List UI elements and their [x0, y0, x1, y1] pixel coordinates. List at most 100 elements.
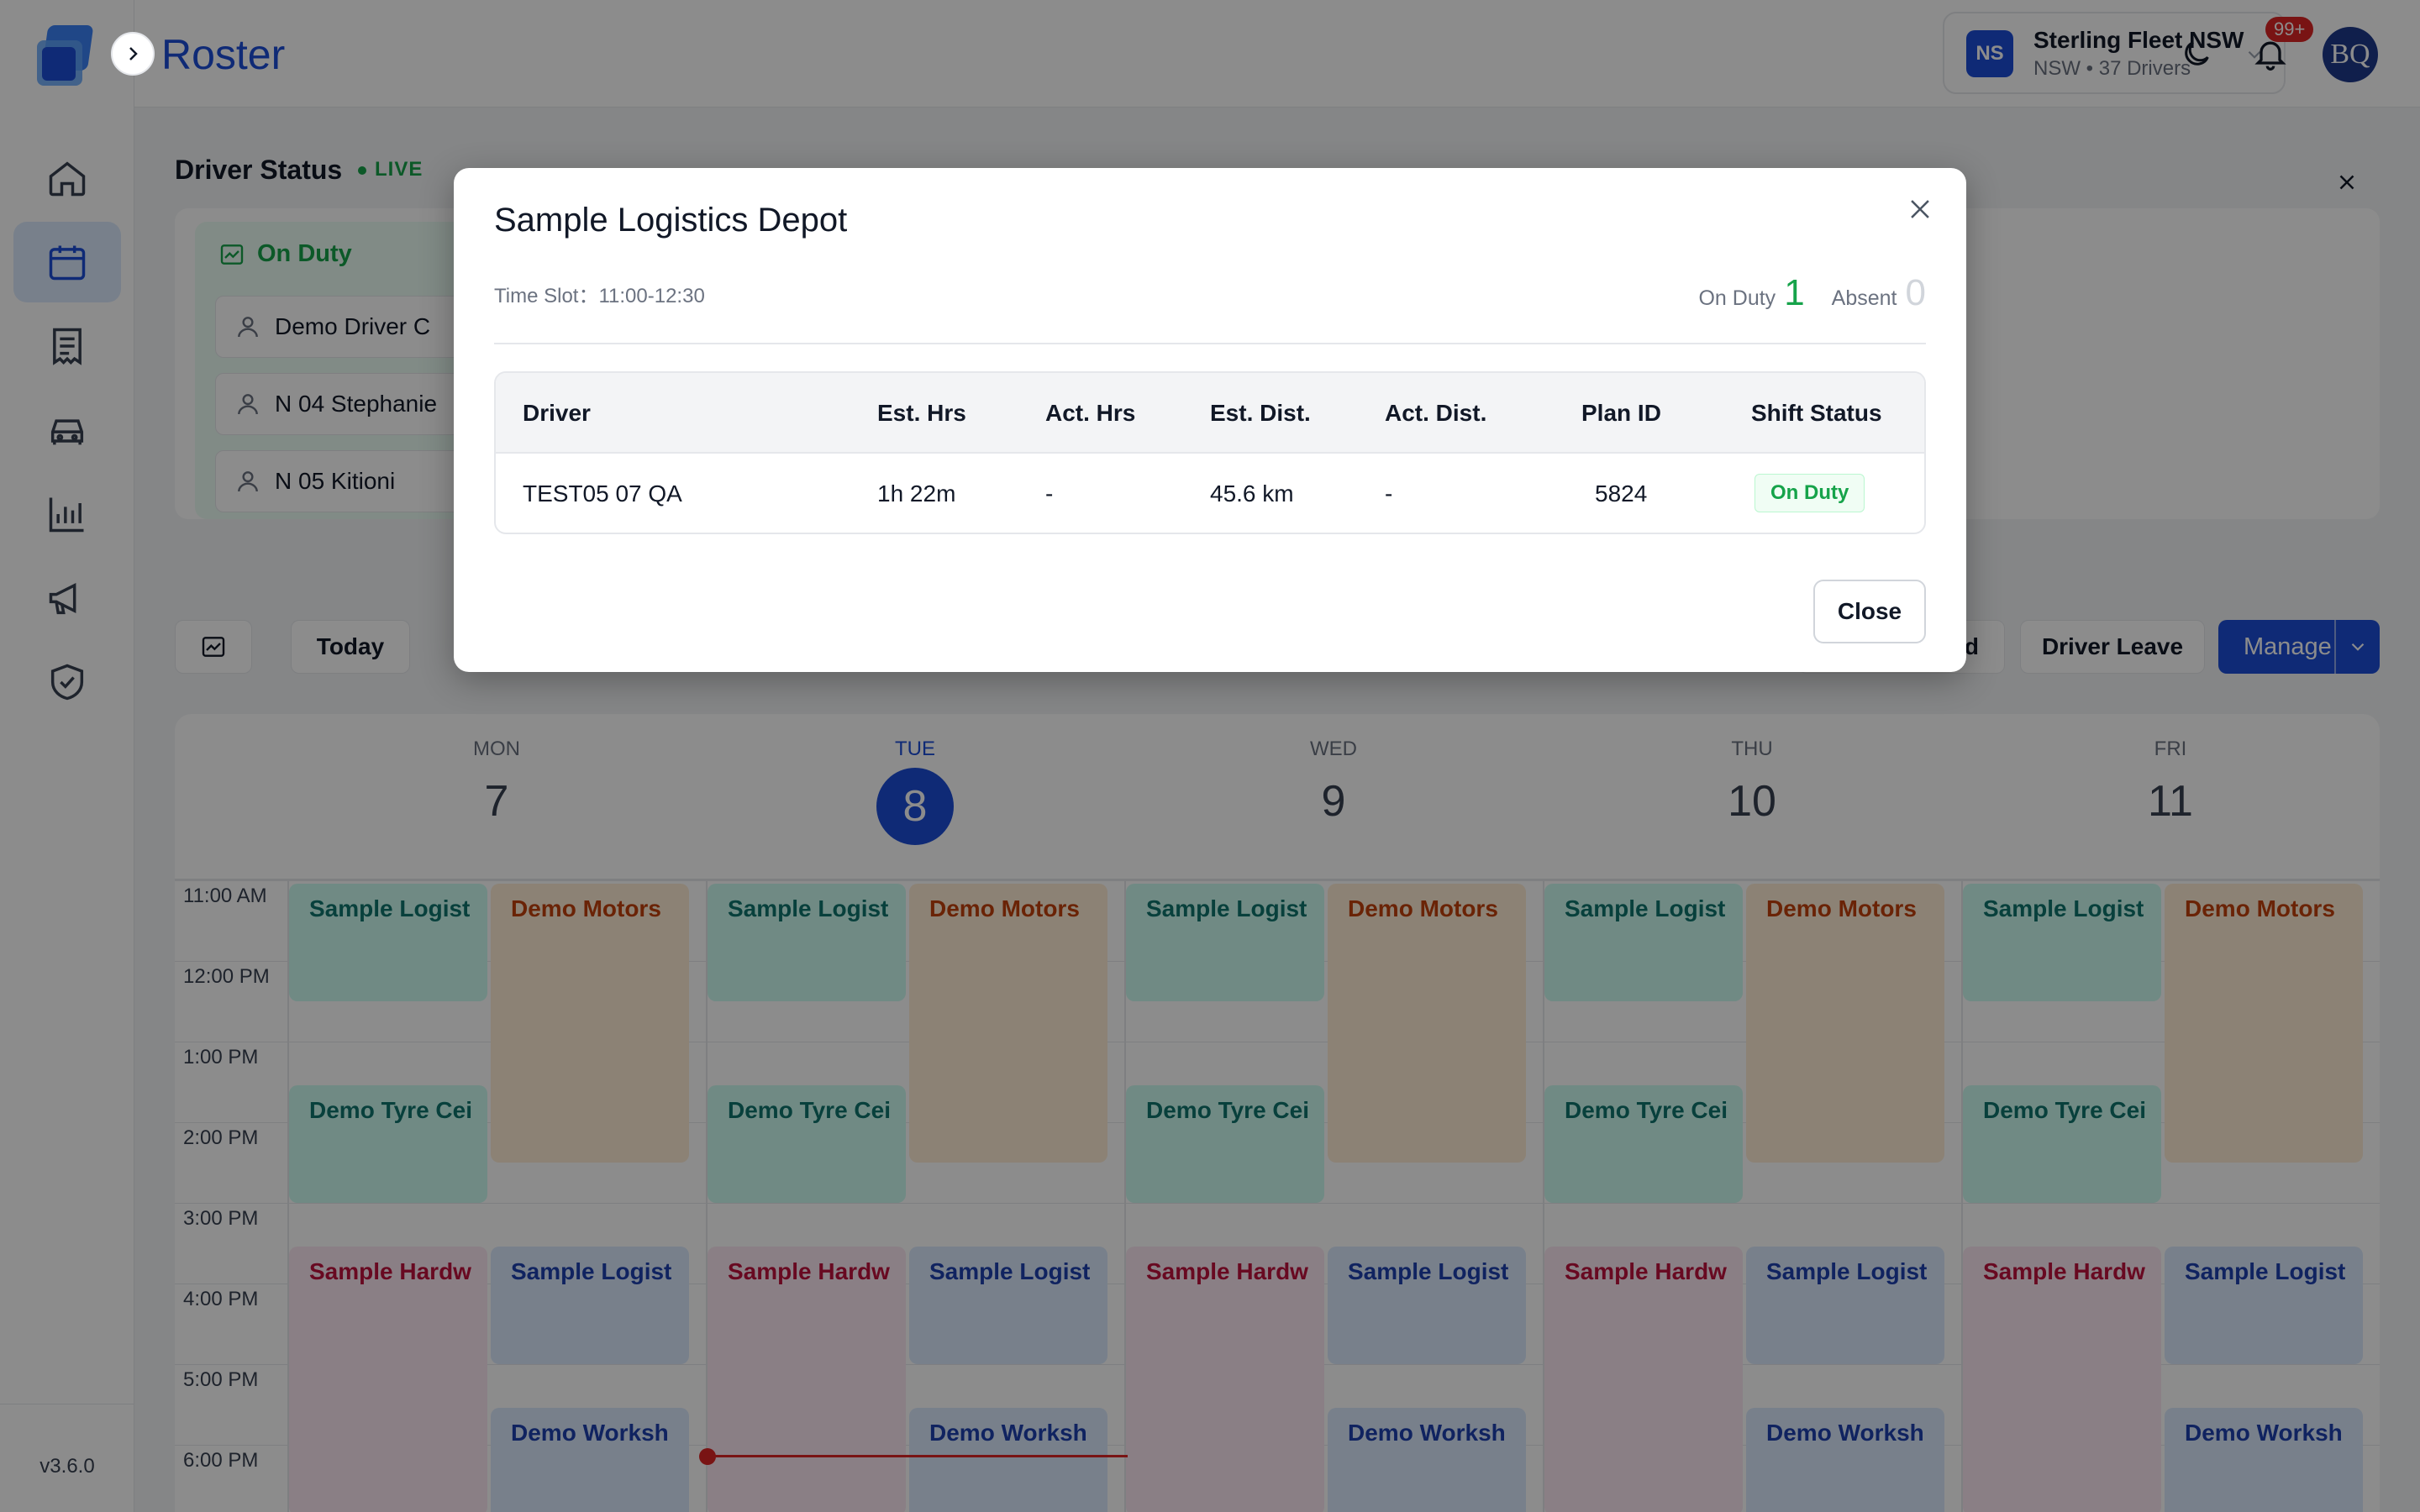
event-sample-hardware[interactable]: Sample Hardw: [708, 1247, 906, 1512]
driver-name: N 04 Stephanie: [275, 391, 438, 417]
column-header: Act. Hrs: [1045, 400, 1136, 426]
close-icon[interactable]: [1906, 195, 1934, 223]
moon-icon[interactable]: [2180, 37, 2213, 71]
status-badge: On Duty: [1754, 474, 1865, 512]
day-header-tue[interactable]: TUE 8: [706, 738, 1124, 845]
cell-est-hrs: 1h 22m: [877, 480, 956, 507]
hour-label: 12:00 PM: [183, 965, 270, 988]
hour-label: 6:00 PM: [183, 1449, 259, 1472]
event-demo-motors[interactable]: Demo Motors: [1746, 884, 1944, 1163]
day-name: THU: [1731, 738, 1773, 760]
on-duty-label: On Duty: [257, 240, 352, 267]
manage-button[interactable]: Manage: [2218, 620, 2380, 674]
event-sample-logistics[interactable]: Sample Logist: [491, 1247, 689, 1364]
document-icon: [53, 328, 82, 365]
event-demo-workshop[interactable]: Demo Worksh: [909, 1408, 1107, 1512]
event-sample-logistics[interactable]: Sample Logist: [1126, 884, 1324, 1001]
app-logo: [37, 25, 93, 86]
hour-row: 3:00 PM: [175, 1203, 2380, 1284]
manage-label: Manage: [2244, 633, 2332, 660]
close-icon[interactable]: [2334, 170, 2360, 195]
avatar[interactable]: BQ: [2323, 27, 2378, 82]
event-demo-motors[interactable]: Demo Motors: [2165, 884, 2363, 1163]
event-sample-logistics[interactable]: Sample Logist: [909, 1247, 1107, 1364]
event-sample-hardware[interactable]: Sample Hardw: [1544, 1247, 1743, 1512]
user-icon: [238, 394, 258, 415]
nav-home[interactable]: [13, 138, 121, 218]
nav-roster[interactable]: [13, 222, 121, 302]
event-sample-logistics[interactable]: Sample Logist: [289, 884, 487, 1001]
driver-table: Driver Est. Hrs Act. Hrs Est. Dist. Act.…: [494, 371, 1926, 534]
event-demo-tyre[interactable]: Demo Tyre Cei: [1963, 1085, 2161, 1203]
day-header-wed[interactable]: WED 9: [1124, 738, 1543, 827]
on-duty-count: 1: [1784, 272, 1805, 313]
column-header: Est. Dist.: [1210, 400, 1311, 426]
event-sample-logistics[interactable]: Sample Logist: [2165, 1247, 2363, 1364]
event-demo-tyre[interactable]: Demo Tyre Cei: [708, 1085, 906, 1203]
calendar-icon: [49, 245, 86, 281]
event-sample-hardware[interactable]: Sample Hardw: [1963, 1247, 2161, 1512]
day-number: 7: [484, 777, 509, 826]
manage-dropdown[interactable]: [2334, 620, 2380, 674]
event-sample-hardware[interactable]: Sample Hardw: [1126, 1247, 1324, 1512]
driver-leave-button[interactable]: Driver Leave: [2020, 620, 2205, 674]
chevron-down-icon: [2351, 643, 2365, 651]
fleet-name: Sterling Fleet NSW: [2033, 27, 2244, 53]
day-name: WED: [1310, 738, 1357, 760]
fleet-selector[interactable]: NS Sterling Fleet NSW NSW • 37 Drivers: [1943, 12, 2286, 94]
event-demo-workshop[interactable]: Demo Worksh: [1746, 1408, 1944, 1512]
event-demo-tyre[interactable]: Demo Tyre Cei: [1126, 1085, 1324, 1203]
event-demo-motors[interactable]: Demo Motors: [491, 884, 689, 1163]
event-demo-motors[interactable]: Demo Motors: [1328, 884, 1526, 1163]
current-time-line: [708, 1455, 1128, 1457]
chart-toggle-button[interactable]: [175, 620, 252, 674]
bell-icon[interactable]: [2252, 35, 2289, 72]
expand-sidebar-button[interactable]: [111, 32, 155, 76]
today-button[interactable]: Today: [291, 620, 410, 674]
nav-vehicles[interactable]: [13, 390, 121, 470]
event-sample-logistics[interactable]: Sample Logist: [708, 884, 906, 1001]
event-demo-workshop[interactable]: Demo Worksh: [1328, 1408, 1526, 1512]
current-time-dot: [699, 1448, 716, 1465]
page-title: Roster: [161, 31, 286, 78]
event-sample-hardware[interactable]: Sample Hardw: [289, 1247, 487, 1512]
event-sample-logistics[interactable]: Sample Logist: [1544, 884, 1743, 1001]
column-header: Plan ID: [1581, 400, 1661, 426]
event-demo-tyre[interactable]: Demo Tyre Cei: [1544, 1085, 1743, 1203]
event-sample-logistics[interactable]: Sample Logist: [1746, 1247, 1944, 1364]
chart-line-icon: [220, 244, 244, 265]
fleet-badge: NS: [1966, 30, 2013, 77]
nav-announcements[interactable]: [13, 558, 121, 638]
event-sample-logistics[interactable]: Sample Logist: [1328, 1247, 1526, 1364]
event-demo-workshop[interactable]: Demo Worksh: [491, 1408, 689, 1512]
chevron-down-icon: [2248, 50, 2261, 59]
modal-divider: [494, 343, 1926, 344]
event-demo-tyre[interactable]: Demo Tyre Cei: [289, 1085, 487, 1203]
cell-driver: TEST05 07 QA: [523, 480, 682, 507]
day-header-fri[interactable]: FRI 11: [1961, 738, 2380, 827]
column-header: Driver: [523, 400, 591, 426]
day-header-mon[interactable]: MON 7: [287, 738, 706, 827]
cell-plan-id: 5824: [1595, 480, 1648, 507]
day-name: FRI: [2154, 738, 2187, 760]
nav-compliance[interactable]: [13, 642, 121, 722]
day-number: 10: [1728, 777, 1776, 826]
hour-label: 5:00 PM: [183, 1368, 259, 1391]
hour-label: 3:00 PM: [183, 1207, 259, 1230]
event-demo-motors[interactable]: Demo Motors: [909, 884, 1107, 1163]
sidebar: v3.6.0: [0, 0, 134, 1512]
event-sample-logistics[interactable]: Sample Logist: [1963, 884, 2161, 1001]
fleet-subtitle: NSW • 37 Drivers: [2033, 57, 2191, 80]
nav-documents[interactable]: [13, 306, 121, 386]
close-button[interactable]: Close: [1813, 580, 1926, 643]
cell-est-dist: 45.6 km: [1210, 480, 1294, 507]
hour-row: 1:00 PM: [175, 1042, 2380, 1122]
column-divider: [1961, 880, 1963, 1512]
hour-label: 11:00 AM: [183, 885, 267, 907]
event-demo-workshop[interactable]: Demo Worksh: [2165, 1408, 2363, 1512]
modal-title: Sample Logistics Depot: [494, 202, 848, 239]
day-header-thu[interactable]: THU 10: [1543, 738, 1961, 827]
nav-reports[interactable]: [13, 474, 121, 554]
driver-name: Demo Driver C: [275, 313, 431, 339]
user-icon: [238, 471, 258, 492]
